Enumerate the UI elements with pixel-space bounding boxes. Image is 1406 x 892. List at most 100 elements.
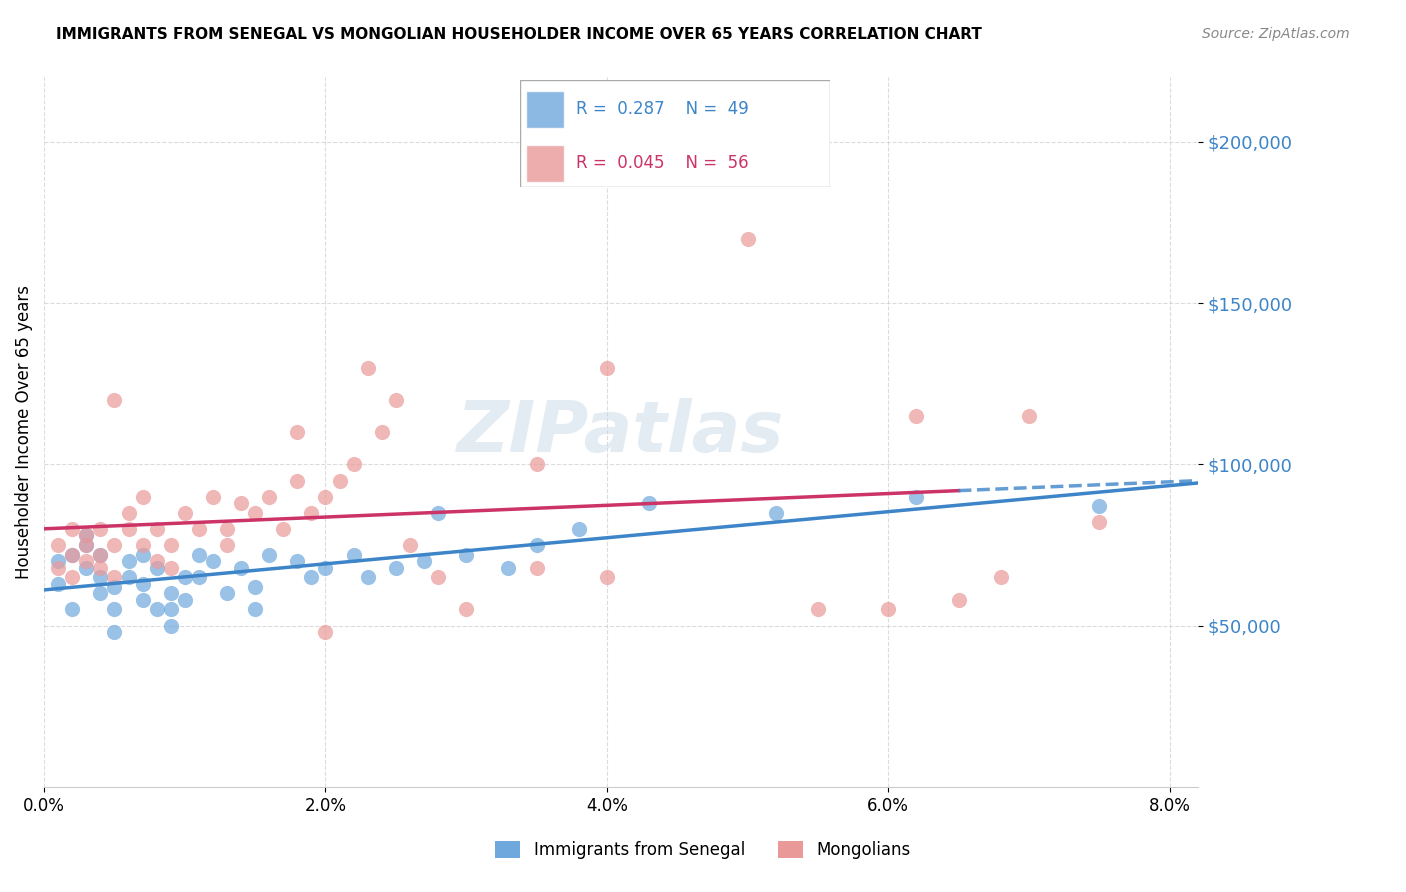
Point <box>596 570 619 584</box>
Point <box>131 548 153 562</box>
Point <box>456 548 478 562</box>
Point <box>60 602 83 616</box>
Point <box>46 554 69 568</box>
Point <box>215 586 238 600</box>
Point <box>103 580 125 594</box>
Point <box>60 548 83 562</box>
Point <box>285 554 308 568</box>
Point <box>89 586 111 600</box>
Point <box>145 554 167 568</box>
Point <box>299 506 322 520</box>
Point <box>371 425 394 439</box>
Point <box>159 560 181 574</box>
Point <box>131 592 153 607</box>
Point <box>905 409 928 423</box>
Point <box>765 506 787 520</box>
Point <box>1088 516 1111 530</box>
Point <box>75 528 97 542</box>
Point <box>173 592 195 607</box>
Point <box>229 560 252 574</box>
Point <box>46 576 69 591</box>
Point <box>187 522 209 536</box>
Point <box>159 602 181 616</box>
Point <box>1018 409 1040 423</box>
Point <box>145 602 167 616</box>
Point <box>877 602 900 616</box>
Point <box>215 522 238 536</box>
FancyBboxPatch shape <box>526 145 564 182</box>
Point <box>357 570 380 584</box>
Point <box>75 560 97 574</box>
Point <box>131 538 153 552</box>
Point <box>75 554 97 568</box>
Point <box>60 570 83 584</box>
Point <box>285 425 308 439</box>
Point <box>89 548 111 562</box>
Point <box>257 548 280 562</box>
Point <box>117 506 139 520</box>
Point <box>385 560 408 574</box>
Point <box>75 528 97 542</box>
Point <box>329 474 352 488</box>
Point <box>427 570 450 584</box>
Point <box>526 538 548 552</box>
Point <box>456 602 478 616</box>
Point <box>399 538 422 552</box>
Point <box>187 548 209 562</box>
Point <box>117 554 139 568</box>
Point <box>737 232 759 246</box>
Point <box>314 625 336 640</box>
Text: R =  0.045    N =  56: R = 0.045 N = 56 <box>576 153 748 171</box>
Point <box>905 490 928 504</box>
Point <box>89 548 111 562</box>
Point <box>159 618 181 632</box>
Point <box>60 522 83 536</box>
Point <box>243 602 266 616</box>
Point <box>526 458 548 472</box>
Point <box>103 392 125 407</box>
Point <box>229 496 252 510</box>
Point <box>271 522 294 536</box>
Point <box>299 570 322 584</box>
Point <box>201 490 224 504</box>
Point <box>145 522 167 536</box>
Point <box>498 560 520 574</box>
Point <box>427 506 450 520</box>
Point <box>173 570 195 584</box>
Point <box>314 560 336 574</box>
FancyBboxPatch shape <box>526 91 564 128</box>
Point <box>948 592 970 607</box>
Point <box>314 490 336 504</box>
Y-axis label: Householder Income Over 65 years: Householder Income Over 65 years <box>15 285 32 579</box>
Point <box>89 570 111 584</box>
Point <box>131 576 153 591</box>
Point <box>990 570 1012 584</box>
Point <box>117 570 139 584</box>
Point <box>187 570 209 584</box>
Point <box>343 548 366 562</box>
Point <box>46 538 69 552</box>
Point <box>215 538 238 552</box>
Point <box>46 560 69 574</box>
FancyBboxPatch shape <box>520 80 830 187</box>
Point <box>596 360 619 375</box>
Point <box>159 538 181 552</box>
Point <box>568 522 591 536</box>
Point <box>526 560 548 574</box>
Point <box>385 392 408 407</box>
Point <box>173 506 195 520</box>
Point <box>343 458 366 472</box>
Text: R =  0.287    N =  49: R = 0.287 N = 49 <box>576 100 748 118</box>
Point <box>145 560 167 574</box>
Legend: Immigrants from Senegal, Mongolians: Immigrants from Senegal, Mongolians <box>488 834 918 866</box>
Point <box>638 496 661 510</box>
Point <box>75 538 97 552</box>
Point <box>413 554 436 568</box>
Point <box>75 538 97 552</box>
Point <box>243 506 266 520</box>
Point <box>807 602 830 616</box>
Point <box>257 490 280 504</box>
Point <box>103 538 125 552</box>
Point <box>89 522 111 536</box>
Point <box>357 360 380 375</box>
